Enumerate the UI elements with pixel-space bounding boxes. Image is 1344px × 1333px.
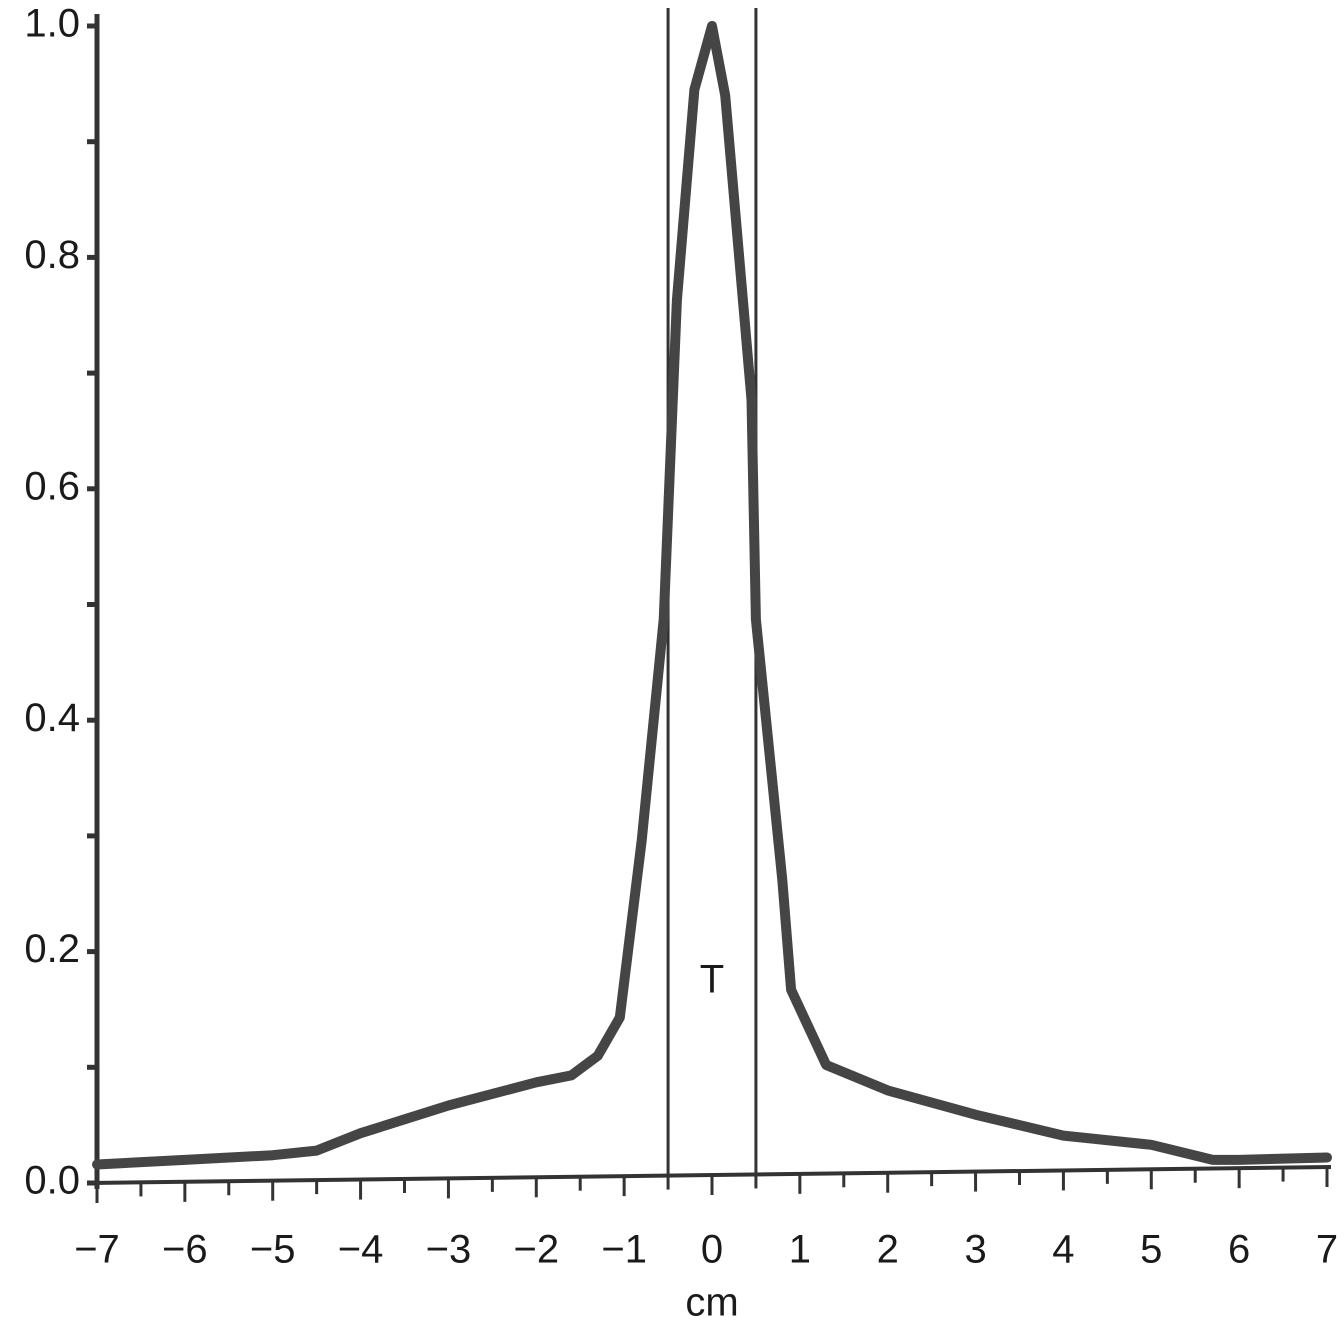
x-tick-label: 2 bbox=[877, 1228, 899, 1272]
x-tick-label: −5 bbox=[250, 1228, 296, 1272]
x-tick-label: 0 bbox=[701, 1228, 723, 1272]
y-tick-label: 0.8 bbox=[24, 233, 80, 277]
x-tick-label: 1 bbox=[789, 1228, 811, 1272]
x-tick-label: −3 bbox=[426, 1228, 472, 1272]
profile-line bbox=[92, 21, 1332, 1170]
x-tick-label: −2 bbox=[513, 1228, 559, 1272]
y-tick-label: 0.2 bbox=[24, 927, 80, 971]
x-tick-label: −6 bbox=[162, 1228, 208, 1272]
annotation: T bbox=[700, 958, 724, 1002]
x-axis-label: cm bbox=[685, 1281, 738, 1325]
x-tick-label: 7 bbox=[1316, 1228, 1338, 1272]
x-tick-label: −4 bbox=[338, 1228, 384, 1272]
y-tick-label: 1.0 bbox=[24, 2, 80, 46]
x-tick-label: 5 bbox=[1140, 1228, 1162, 1272]
x-tick-label: 6 bbox=[1228, 1228, 1250, 1272]
y-tick-label: 0.6 bbox=[24, 464, 80, 508]
y-tick-label: 0.0 bbox=[24, 1159, 80, 1203]
x-tick-label: −1 bbox=[601, 1228, 647, 1272]
x-tick-label: −7 bbox=[74, 1228, 120, 1272]
y-tick-label: 0.4 bbox=[24, 696, 80, 740]
x-tick-label: 3 bbox=[964, 1228, 986, 1272]
x-tick-label: 4 bbox=[1052, 1228, 1074, 1272]
